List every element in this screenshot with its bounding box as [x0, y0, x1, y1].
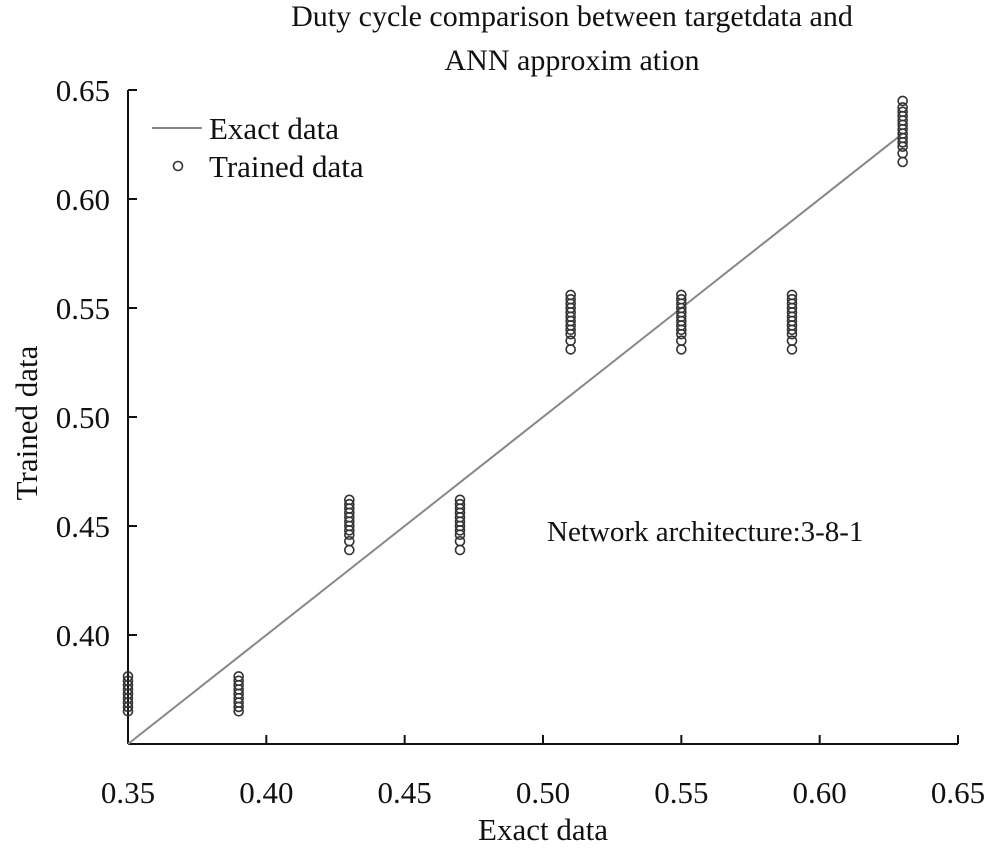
x-tick-label: 0.50 — [516, 775, 570, 810]
trained-data-point — [344, 498, 355, 510]
trained-data-point — [786, 289, 798, 301]
trained-data-point — [897, 102, 908, 113]
trained-data-point — [454, 498, 466, 510]
trained-data-point — [565, 335, 576, 347]
trained-data-point — [897, 95, 908, 107]
trained-data-point — [344, 544, 355, 556]
x-tick-label: 0.40 — [239, 775, 293, 810]
y-tick-label: 0.55 — [56, 291, 110, 326]
trained-data-point — [233, 671, 244, 682]
legend: Exact data Trained data — [152, 111, 364, 184]
trained-data-point — [454, 544, 466, 556]
trained-data-point — [897, 106, 908, 118]
trained-data-point — [565, 344, 576, 355]
trained-data-point — [676, 289, 687, 301]
trained-data-point — [897, 147, 908, 159]
trained-data-point — [454, 535, 466, 547]
plot-area: 0.35 0.40 0.45 0.50 0.55 0.60 0.65 0.40 0.45 0.50… — [56, 73, 985, 810]
trained-data-point — [344, 494, 355, 506]
trained-data-point — [786, 344, 798, 355]
trained-data-point — [565, 289, 576, 301]
trained-data-point — [344, 535, 355, 547]
trained-data-point — [676, 344, 687, 355]
trained-data-point — [122, 675, 134, 687]
y-axis-label: Trained data — [9, 345, 44, 500]
trained-data-point — [565, 293, 576, 305]
legend-circle-marker — [172, 160, 184, 172]
trained-data-point — [786, 335, 798, 347]
x-tick-label: 0.35 — [101, 775, 155, 810]
x-axis-label: Exact data — [478, 812, 608, 847]
chart-title-line-2: ANN approxim ation — [445, 44, 700, 77]
y-tick-label: 0.65 — [56, 73, 110, 108]
y-tick-label: 0.40 — [56, 618, 110, 653]
x-tick-label: 0.55 — [654, 775, 708, 810]
network-architecture-annotation: Network architecture:3-8-1 — [547, 516, 863, 548]
trained-data-point — [897, 156, 908, 168]
trained-data-point — [122, 671, 134, 682]
x-tick-label: 0.45 — [378, 775, 432, 810]
trained-data-point — [786, 293, 798, 305]
y-tick-label: 0.60 — [56, 182, 110, 217]
x-tick-label: 0.60 — [793, 775, 847, 810]
trained-data-point — [676, 335, 687, 347]
exact-data-line — [127, 132, 904, 745]
y-tick-label: 0.45 — [56, 509, 110, 544]
trained-data-point — [233, 675, 244, 687]
legend-trained-data-label: Trained data — [209, 149, 364, 184]
x-tick-label: 0.65 — [931, 775, 985, 810]
trained-data-point — [676, 293, 687, 305]
trained-data-point — [454, 494, 466, 506]
legend-exact-data-label: Exact data — [209, 111, 339, 146]
y-tick-label: 0.50 — [56, 400, 110, 435]
chart-title-line-1: Duty cycle comparison between targetdata… — [291, 0, 853, 33]
